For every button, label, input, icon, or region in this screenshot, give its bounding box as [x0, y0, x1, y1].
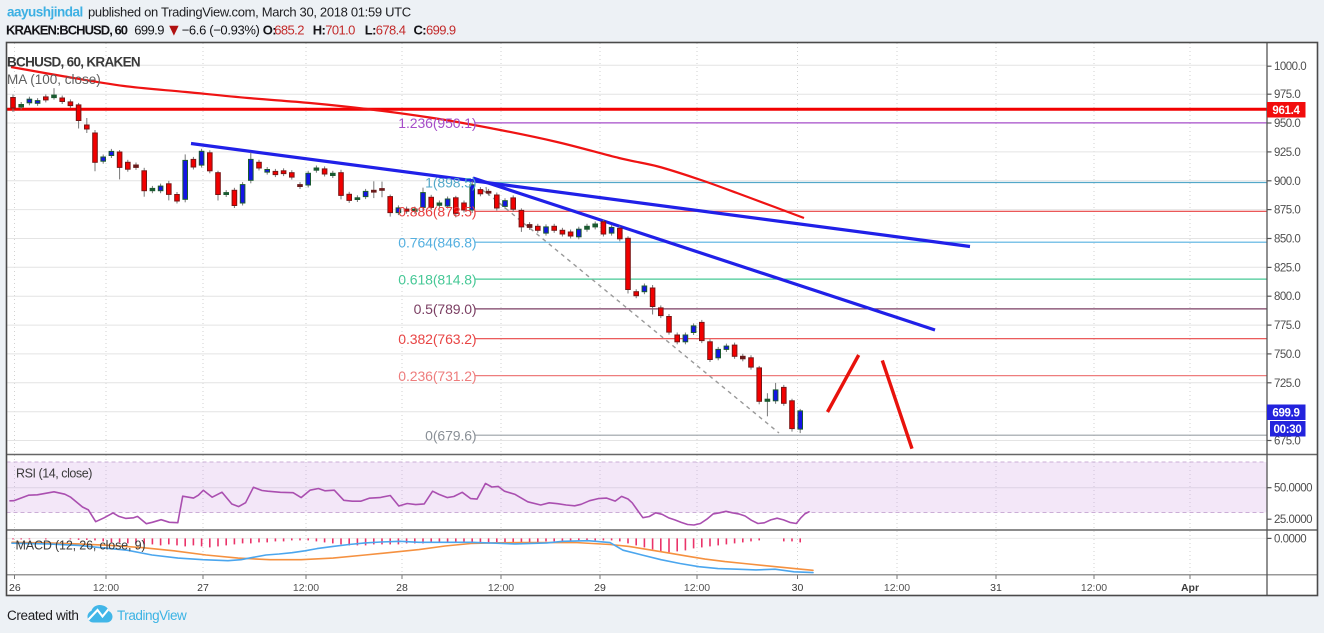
svg-text:27: 27	[197, 582, 209, 594]
svg-text:701.0: 701.0	[325, 22, 355, 37]
svg-text:1(898.5): 1(898.5)	[425, 175, 476, 191]
svg-text:0.618(814.8): 0.618(814.8)	[398, 271, 476, 287]
svg-text:26: 26	[9, 582, 21, 594]
svg-text:678.4: 678.4	[376, 22, 406, 37]
svg-text:699.9: 699.9	[1272, 407, 1299, 419]
svg-text:1.236(950.1): 1.236(950.1)	[398, 115, 476, 131]
svg-text:29: 29	[594, 582, 606, 594]
svg-text:925.0: 925.0	[1274, 147, 1300, 159]
svg-text:750.0: 750.0	[1274, 349, 1300, 361]
svg-text:12:00: 12:00	[684, 582, 710, 594]
svg-text:KRAKEN:BCHUSD, 60: KRAKEN:BCHUSD, 60	[6, 22, 128, 37]
svg-text:TradingView: TradingView	[117, 608, 187, 623]
svg-text:900.0: 900.0	[1274, 176, 1300, 188]
svg-text:950.0: 950.0	[1274, 118, 1300, 130]
svg-text:12:00: 12:00	[488, 582, 514, 594]
svg-text:699.9: 699.9	[426, 22, 456, 37]
svg-text:0.0000: 0.0000	[1274, 533, 1306, 545]
svg-text:L:: L:	[365, 22, 376, 37]
svg-text:MACD (12, 26, close, 9): MACD (12, 26, close, 9)	[16, 539, 146, 553]
svg-text:975.0: 975.0	[1274, 89, 1300, 101]
svg-text:685.2: 685.2	[274, 22, 304, 37]
svg-text:775.0: 775.0	[1274, 320, 1300, 332]
svg-text:0.764(846.8): 0.764(846.8)	[398, 234, 476, 250]
svg-text:0.5(789.0): 0.5(789.0)	[414, 301, 477, 317]
svg-text:Apr: Apr	[1181, 582, 1199, 594]
svg-text:0.886(873.5): 0.886(873.5)	[398, 204, 476, 220]
svg-text:published on TradingView.com,: published on TradingView.com, March 30, …	[88, 4, 411, 19]
svg-text:Created with: Created with	[7, 608, 79, 623]
svg-text:12:00: 12:00	[293, 582, 319, 594]
svg-text:O:: O:	[263, 22, 277, 37]
svg-text:RSI (14, close): RSI (14, close)	[16, 467, 92, 481]
svg-text:H:: H:	[313, 22, 326, 37]
svg-text:699.9: 699.9	[134, 22, 164, 37]
svg-text:C:: C:	[414, 22, 427, 37]
svg-text:aayushjindal: aayushjindal	[7, 4, 83, 19]
svg-text:50.0000: 50.0000	[1274, 483, 1312, 495]
svg-text:−6.6 (−0.93%): −6.6 (−0.93%)	[182, 22, 260, 37]
svg-text:850.0: 850.0	[1274, 234, 1300, 246]
svg-text:25.0000: 25.0000	[1274, 514, 1312, 526]
svg-text:1000.0: 1000.0	[1274, 61, 1306, 73]
svg-text:00:30: 00:30	[1274, 424, 1302, 436]
svg-text:961.4: 961.4	[1272, 105, 1300, 117]
svg-text:825.0: 825.0	[1274, 262, 1300, 274]
svg-text:12:00: 12:00	[884, 582, 910, 594]
svg-text:875.0: 875.0	[1274, 205, 1300, 217]
svg-text:0(679.6): 0(679.6)	[425, 427, 476, 443]
svg-text:0.236(731.2): 0.236(731.2)	[398, 368, 476, 384]
svg-text:12:00: 12:00	[93, 582, 119, 594]
svg-text:725.0: 725.0	[1274, 378, 1300, 390]
svg-text:BCHUSD, 60, KRAKEN: BCHUSD, 60, KRAKEN	[7, 55, 140, 70]
svg-text:30: 30	[792, 582, 804, 594]
svg-text:800.0: 800.0	[1274, 291, 1300, 303]
svg-text:MA (100, close): MA (100, close)	[7, 72, 101, 87]
svg-text:12:00: 12:00	[1081, 582, 1107, 594]
svg-text:31: 31	[990, 582, 1002, 594]
svg-text:28: 28	[396, 582, 408, 594]
svg-text:675.0: 675.0	[1274, 436, 1300, 448]
svg-text:0.382(763.2): 0.382(763.2)	[398, 331, 476, 347]
